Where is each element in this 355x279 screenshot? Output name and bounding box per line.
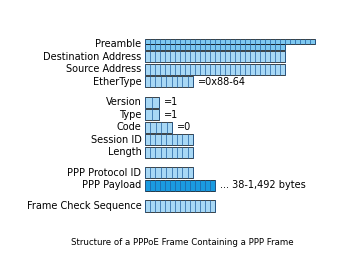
Bar bbox=[145, 97, 159, 108]
Text: ... 38-1,492 bytes: ... 38-1,492 bytes bbox=[220, 180, 306, 190]
Bar bbox=[145, 76, 193, 87]
Text: Destination Address: Destination Address bbox=[43, 52, 142, 62]
Text: Session ID: Session ID bbox=[91, 135, 142, 145]
Bar bbox=[145, 122, 172, 133]
Text: Source Address: Source Address bbox=[66, 64, 142, 74]
Text: Type: Type bbox=[119, 110, 142, 120]
Text: Version: Version bbox=[106, 97, 142, 107]
Bar bbox=[145, 147, 193, 158]
Bar bbox=[145, 200, 215, 211]
Text: =0x88-64: =0x88-64 bbox=[198, 77, 246, 87]
Text: =1: =1 bbox=[164, 97, 178, 107]
Text: =0: =0 bbox=[177, 122, 191, 132]
Bar bbox=[145, 39, 315, 44]
Text: Length: Length bbox=[108, 147, 142, 157]
Bar bbox=[145, 64, 285, 75]
Text: Code: Code bbox=[117, 122, 142, 132]
Text: EtherType: EtherType bbox=[93, 77, 142, 87]
Bar bbox=[145, 134, 193, 145]
Text: =1: =1 bbox=[164, 110, 178, 120]
Text: Preamble: Preamble bbox=[95, 39, 142, 49]
Text: PPP Payload: PPP Payload bbox=[82, 180, 142, 190]
Text: PPP Protocol ID: PPP Protocol ID bbox=[67, 168, 142, 178]
Bar bbox=[145, 44, 285, 50]
Text: Structure of a PPPoE Frame Containing a PPP Frame: Structure of a PPPoE Frame Containing a … bbox=[71, 238, 293, 247]
Bar bbox=[145, 180, 215, 191]
Bar bbox=[145, 51, 285, 62]
Bar bbox=[145, 109, 159, 121]
Text: Frame Check Sequence: Frame Check Sequence bbox=[27, 201, 142, 211]
Bar bbox=[145, 167, 193, 179]
